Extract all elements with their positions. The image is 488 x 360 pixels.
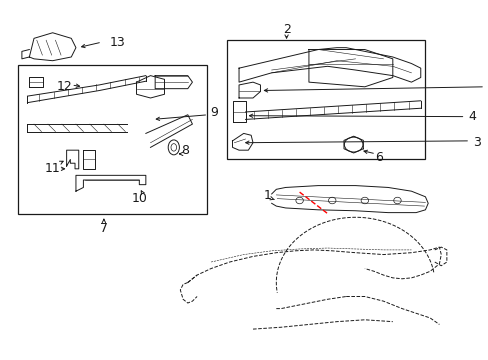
Text: 9: 9 (209, 107, 217, 120)
Text: 6: 6 (374, 151, 382, 164)
Text: 3: 3 (472, 136, 480, 149)
Text: 7: 7 (100, 222, 108, 235)
Text: 10: 10 (131, 192, 147, 205)
Bar (18, 66, 207, 215)
Bar (226, 40, 425, 159)
Text: 12: 12 (57, 80, 73, 93)
Text: 2: 2 (282, 23, 290, 36)
Text: 8: 8 (181, 144, 188, 157)
Text: 1: 1 (264, 189, 271, 202)
Text: 11: 11 (45, 162, 61, 175)
Text: 13: 13 (110, 36, 125, 49)
Text: 4: 4 (467, 110, 475, 123)
Text: 5: 5 (486, 78, 488, 91)
